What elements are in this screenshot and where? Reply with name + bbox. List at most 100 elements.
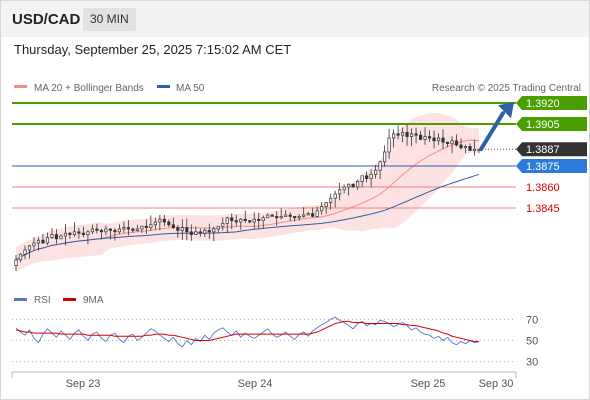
candle-body	[171, 224, 175, 228]
candle-body	[50, 234, 54, 238]
legend-rsima-label: 9MA	[83, 295, 104, 306]
candle-body	[36, 239, 41, 244]
candle-body	[225, 217, 229, 224]
candle-body	[409, 133, 414, 137]
candle-body	[149, 224, 153, 228]
candle-body	[400, 132, 405, 136]
candle-body	[167, 221, 171, 226]
candle-body	[347, 183, 351, 188]
candle-body	[414, 133, 418, 136]
candle-body	[360, 175, 364, 182]
candle-body	[113, 230, 117, 233]
candle-body	[432, 137, 436, 142]
candle-body	[266, 214, 270, 219]
candle-body	[284, 214, 288, 217]
candle-body	[54, 234, 59, 240]
candle-body	[418, 134, 423, 140]
candle-body	[77, 231, 81, 234]
rsi-tick-label: 30	[526, 357, 538, 369]
chart-header: USD/CAD 30 MIN	[1, 1, 589, 37]
candle-body	[117, 228, 121, 233]
candle-body	[212, 228, 216, 233]
candle-body	[427, 136, 432, 139]
candle-body	[293, 216, 297, 219]
candle-body	[68, 232, 72, 235]
level-tag-label: 1.3875	[526, 161, 560, 173]
candle-body	[383, 151, 387, 163]
candle-body	[203, 230, 207, 234]
candle-body	[279, 216, 283, 219]
candle-body	[126, 227, 130, 230]
bollinger-bands	[15, 112, 480, 273]
ma50-line	[15, 173, 480, 261]
candle-body	[468, 146, 472, 151]
candle-body	[185, 227, 189, 233]
candle-body	[275, 216, 279, 219]
rsi-tick-label: 50	[526, 336, 538, 348]
timeframe-button[interactable]: 30 MIN	[83, 8, 136, 31]
x-tick-label: Sep 30	[479, 378, 514, 390]
candle-body	[189, 231, 193, 235]
candle-body	[297, 216, 301, 219]
candle-body	[81, 232, 86, 235]
candle-body	[176, 227, 180, 231]
candle-body	[261, 217, 265, 221]
candle-body	[252, 218, 256, 223]
candle-body	[90, 228, 95, 233]
candle-body	[463, 146, 468, 149]
level-tag-bg	[516, 96, 587, 110]
level-tag-label: 1.3887	[526, 144, 560, 156]
candle-body	[387, 137, 391, 153]
candle-body	[158, 218, 162, 223]
candle-body	[302, 214, 306, 217]
candle-body	[104, 228, 108, 233]
candle-body	[324, 202, 328, 207]
candle-body	[14, 259, 18, 266]
x-tick-label: Sep 24	[238, 378, 273, 390]
legend-ma50-swatch	[157, 85, 170, 88]
candle-body	[18, 253, 23, 261]
candle-body	[86, 231, 90, 235]
candle-body	[472, 148, 477, 151]
level-tag-bg	[516, 159, 587, 173]
timestamp: Thursday, September 25, 2025 7:15:02 AM …	[14, 42, 292, 57]
legend-rsi-label: RSI	[34, 295, 51, 306]
candle-body	[315, 210, 319, 217]
symbol-label: USD/CAD	[12, 11, 81, 28]
candle-body	[239, 218, 243, 223]
candle-body	[23, 249, 27, 255]
level-tag-label: 1.3920	[526, 98, 560, 110]
candle-body	[140, 225, 144, 230]
candle-body	[230, 217, 234, 221]
candle-body	[162, 218, 166, 223]
candle-body	[320, 206, 324, 212]
rsi-ma-line	[15, 320, 479, 343]
legend-bb-label: MA 20 + Bollinger Bands	[34, 83, 144, 94]
candle-body	[122, 227, 126, 230]
candle-body	[392, 133, 396, 139]
candle-body	[450, 140, 454, 144]
level-tag-label: 1.3860	[526, 182, 560, 194]
level-labels: 1.3920 1.3905 1.3887 1.3875 1.3860 1.3845	[516, 96, 587, 215]
candle-body	[144, 225, 148, 228]
rsi-line	[15, 316, 480, 348]
candle-body	[234, 220, 238, 223]
candle-body	[356, 181, 360, 188]
legend-ma50-label: MA 50	[176, 83, 205, 94]
candle-body	[180, 227, 184, 231]
candle-body	[221, 223, 225, 227]
candle-body	[311, 213, 315, 217]
x-tick-label: Sep 23	[66, 378, 101, 390]
candle-body	[342, 186, 346, 191]
legend-rsi-swatch	[14, 298, 27, 301]
candle-body	[288, 214, 292, 217]
candle-body	[441, 137, 445, 143]
candle-body	[243, 218, 247, 221]
candle-body	[108, 228, 112, 231]
candle-body	[59, 235, 63, 240]
candle-body	[41, 239, 45, 244]
candle-body	[153, 221, 157, 226]
candle-body	[194, 231, 198, 235]
